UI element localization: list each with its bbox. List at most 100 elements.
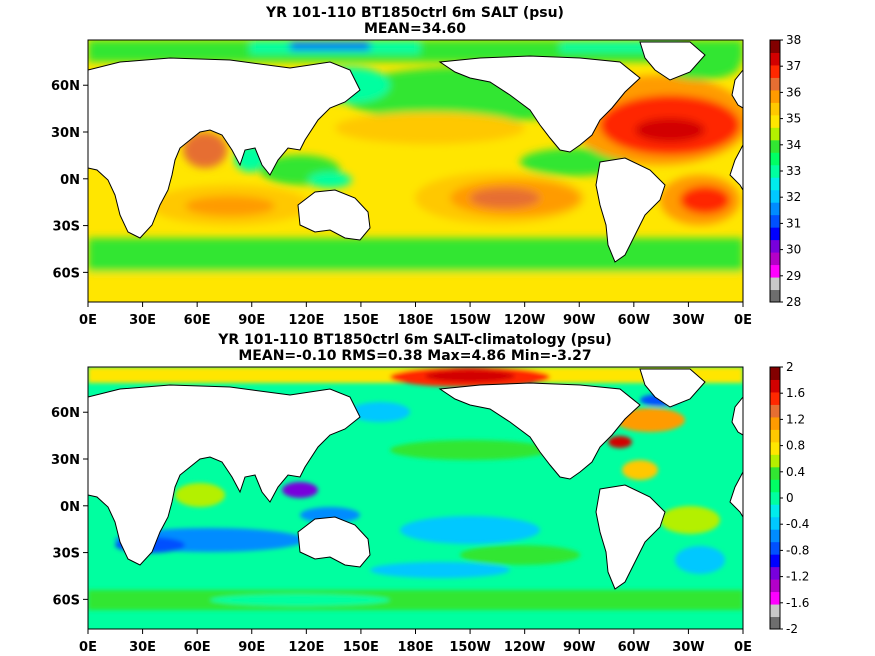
colorbar-swatch [770,367,780,380]
x-tick-label: 90E [238,313,265,328]
x-tick-label: 150W [449,313,490,328]
colorbar-swatch [770,127,780,141]
x-tick-label: 0E [79,640,97,655]
colorbar-swatch [770,139,780,153]
x-tick-label: 120W [504,640,545,655]
x-tick-label: 90E [238,640,265,655]
x-tick-label: 90W [563,640,595,655]
anomaly-field [210,594,390,606]
y-tick-label: 30S [53,220,80,235]
continent-greenland [639,41,706,81]
land-masses [88,41,743,263]
anomaly-field [370,562,510,578]
x-tick-label: 180E [397,313,433,328]
y-tick-label: 60N [51,406,80,421]
x-tick-label: 0E [79,313,97,328]
colorbar-swatch [770,264,780,278]
colorbar-swatch [770,252,780,266]
colorbar-swatch [770,454,780,468]
colorbar-swatch [770,591,780,605]
anomaly-field [175,483,225,507]
anomaly-field [400,516,540,544]
x-tick-label: 0E [734,640,752,655]
anomaly-field [622,460,658,480]
x-tick-label: 60W [618,640,650,655]
panel-2-title: YR 101-110 BT1850ctrl 6m SALT-climatolog… [217,332,612,348]
salinity-field [470,188,540,208]
anomaly-field [460,545,580,565]
colorbar-tick-label: 0.4 [786,465,805,479]
x-tick-label: 120W [504,313,545,328]
continent-europe-west [731,396,743,436]
salinity-field [183,132,227,168]
colorbar-tick-label: 35 [786,112,801,126]
y-tick-label: 60S [53,266,80,281]
panel-2-map [88,367,743,629]
panel-1-subtitle: MEAN=34.60 [364,21,466,37]
anomaly-field [350,402,410,422]
colorbar-swatch [770,616,780,630]
colorbar-swatch [770,604,780,618]
colorbar-tick-label: -0.8 [786,543,809,557]
x-tick-label: 150E [343,640,379,655]
panel-1-title: YR 101-110 BT1850ctrl 6m SALT (psu) [265,5,564,21]
salinity-field [335,112,525,144]
colorbar-swatch [770,466,780,480]
colorbar-swatch [770,277,780,291]
y-tick-label: 30N [51,453,80,468]
continent-eurasia-africa [88,57,361,239]
colorbar-tick-label: 29 [786,269,801,283]
colorbar-swatch [770,416,780,430]
continent-north-america [438,55,641,153]
panel-2-colorbar: 2 1.6 1.2 0.8 0.4 0 -0.4 -0.8 -1.2 -1.6 -2 [769,360,809,636]
x-tick-label: 0E [734,313,752,328]
colorbar-tick-label: -0.4 [786,517,809,531]
salinity-field [290,42,370,50]
salinity-field [308,172,352,188]
colorbar-swatch [770,239,780,253]
continent-europe-west [731,69,743,109]
colorbar-swatch [770,52,780,66]
colorbar-tick-label: 28 [786,295,801,309]
y-tick-label: 30N [51,126,80,141]
salinity-field [88,238,743,278]
colorbar-swatch [770,516,780,530]
y-tick-label: 0N [60,500,80,515]
colorbar-swatch [770,529,780,543]
colorbar-swatch [770,429,780,443]
salinity-field [560,42,680,52]
colorbar-swatch [770,114,780,128]
panel-1-axis-ticks: 0E 30E 60E 90E 120E 150E 180E 150W 120W 90W 60W 30W… [51,79,752,328]
anomaly-field [390,440,550,460]
colorbar-swatch [770,479,780,493]
y-tick-label: 30S [53,547,80,562]
colorbar-swatch [770,404,780,418]
colorbar-swatch [770,566,780,580]
colorbar-swatch [770,504,780,518]
y-tick-label: 60N [51,79,80,94]
colorbar-tick-label: 30 [786,243,801,257]
salinity-field [680,186,730,214]
x-tick-label: 60E [184,313,211,328]
colorbar-tick-label: 2 [786,360,794,374]
x-tick-label: 30E [129,640,156,655]
x-tick-label: 120E [288,313,324,328]
anomaly-field [425,370,515,382]
colorbar-tick-label: 38 [786,33,801,47]
continent-australia [297,516,371,568]
colorbar-swatch [770,164,780,178]
colorbar-swatch [770,89,780,103]
salinity-field [635,118,705,142]
x-tick-label: 60E [184,640,211,655]
panel-salt-anomaly: YR 101-110 BT1850ctrl 6m SALT-climatolog… [51,332,809,655]
panel-salt: YR 101-110 BT1850ctrl 6m SALT (psu) MEAN… [51,5,801,328]
colorbar-swatch [770,579,780,593]
y-tick-label: 60S [53,593,80,608]
colorbar-swatch [770,554,780,568]
continent-north-america [438,382,641,480]
anomaly-field [675,546,725,574]
colorbar-swatch [770,541,780,555]
salinity-field [88,272,743,302]
colorbar-swatch [770,289,780,303]
colorbar-tick-label: 33 [786,164,801,178]
